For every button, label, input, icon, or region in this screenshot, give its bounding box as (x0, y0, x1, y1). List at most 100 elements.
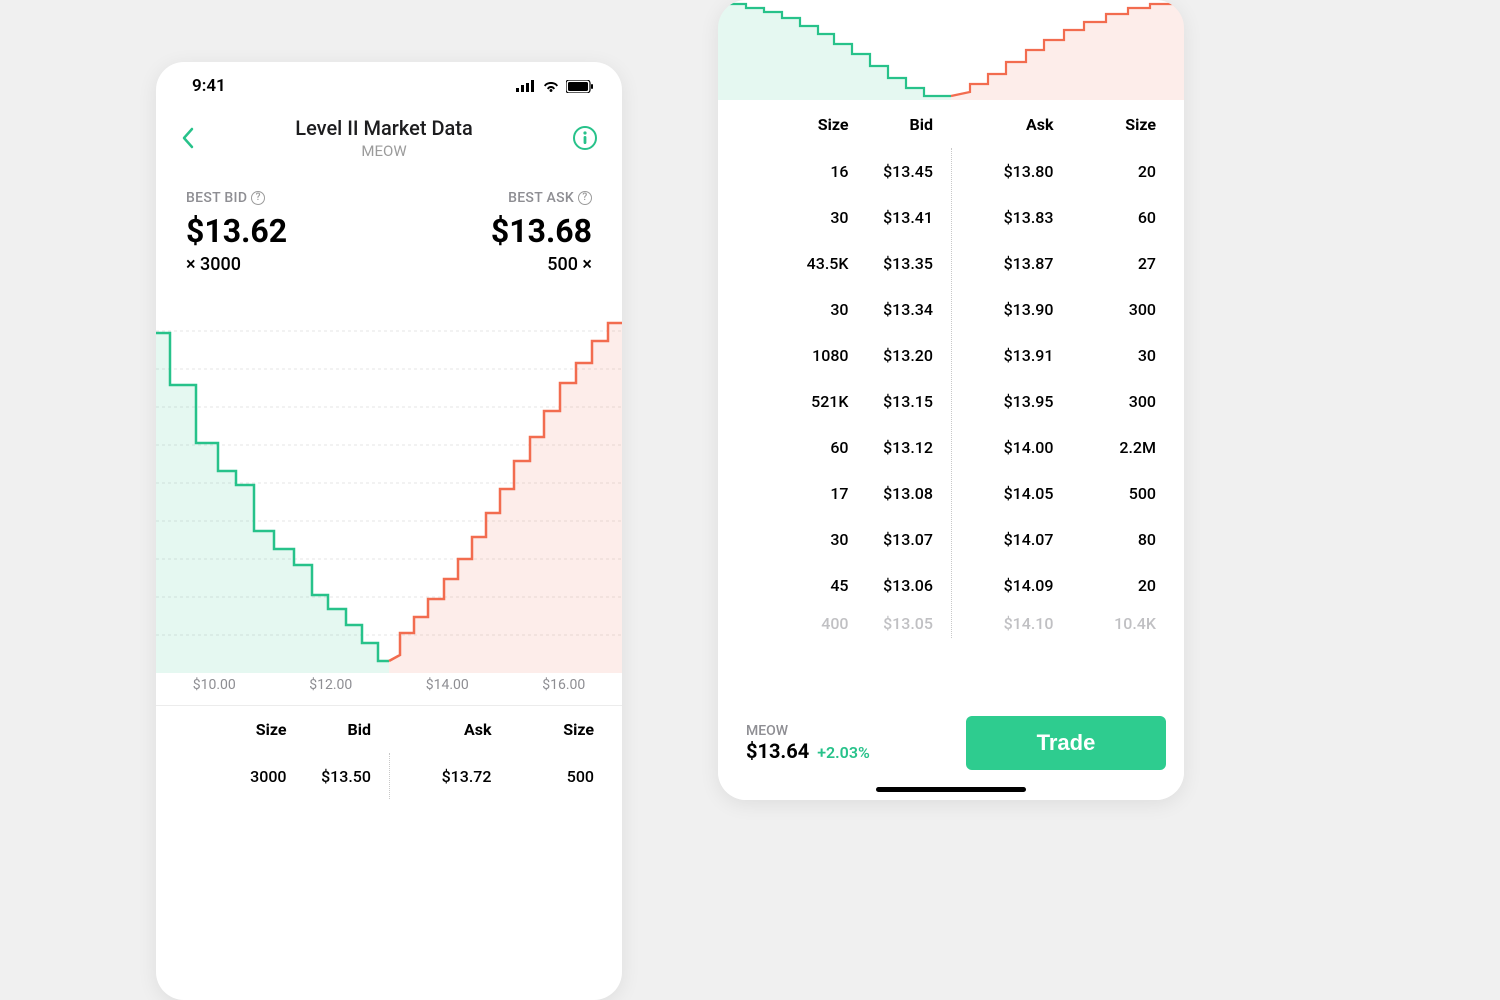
order-table-header: Size Bid Ask Size (718, 100, 1184, 148)
cell-ask-size: 10.4K (1054, 614, 1157, 633)
nav-bar: Level II Market Data MEOW (156, 102, 622, 178)
cell-bid-price: $13.34 (849, 300, 952, 319)
cell-bid-size: 45 (746, 576, 849, 595)
cell-ask-price: $13.80 (951, 162, 1054, 181)
cell-ask-size: 300 (1054, 392, 1157, 411)
battery-icon (566, 80, 594, 93)
page-title: Level II Market Data (295, 116, 472, 140)
cell-ask-price: $14.09 (951, 576, 1054, 595)
cell-ask-size: 500 (1054, 484, 1157, 503)
order-table-header: Size Bid Ask Size (156, 705, 622, 753)
chart-axis-ticks: $10.00 $12.00 $14.00 $16.00 (156, 673, 622, 701)
cell-ask-price: $13.87 (951, 254, 1054, 273)
order-book-table-full: Size Bid Ask Size 16$13.45$13.802030$13.… (718, 100, 1184, 638)
cell-bid-size: 30 (746, 300, 849, 319)
home-indicator (876, 787, 1026, 792)
help-icon[interactable]: ? (578, 191, 592, 205)
axis-tick: $10.00 (193, 677, 236, 693)
cell-ask-size: 20 (1054, 576, 1157, 595)
cell-ask-size: 27 (1054, 254, 1157, 273)
cell-ask-size: 500 (492, 767, 595, 786)
cell-bid-size: 16 (746, 162, 849, 181)
cell-ask-size: 30 (1054, 346, 1157, 365)
cell-bid-price: $13.06 (849, 576, 952, 595)
axis-tick: $14.00 (426, 677, 469, 693)
best-ask-label: BEST ASK (508, 190, 574, 206)
col-size-bid: Size (746, 115, 849, 134)
cell-ask-price: $13.83 (951, 208, 1054, 227)
best-ask-size: 500 × (491, 254, 592, 275)
cell-bid-size: 30 (746, 530, 849, 549)
col-size-bid: Size (184, 720, 287, 739)
cell-bid-size: 400 (746, 614, 849, 633)
cell-bid-price: $13.20 (849, 346, 952, 365)
best-bid-label: BEST BID (186, 190, 247, 206)
cell-bid-size: 60 (746, 438, 849, 457)
col-ask: Ask (389, 720, 492, 739)
cell-bid-size: 17 (746, 484, 849, 503)
back-icon[interactable] (180, 126, 196, 150)
depth-chart (156, 293, 622, 673)
col-size-ask: Size (1054, 115, 1157, 134)
cell-ask-size: 2.2M (1054, 438, 1157, 457)
table-divider (389, 753, 390, 799)
cell-ask-price: $14.10 (951, 614, 1054, 633)
help-icon[interactable]: ? (251, 191, 265, 205)
info-icon[interactable] (572, 125, 598, 151)
trade-button[interactable]: Trade (966, 716, 1166, 770)
axis-tick: $16.00 (542, 677, 585, 693)
cell-ask-price: $14.05 (951, 484, 1054, 503)
cell-ask-price: $13.90 (951, 300, 1054, 319)
cell-ask-price: $14.07 (951, 530, 1054, 549)
cell-bid-price: $13.41 (849, 208, 952, 227)
cell-bid-price: $13.12 (849, 438, 952, 457)
cell-ask-size: 300 (1054, 300, 1157, 319)
cell-ask-size: 80 (1054, 530, 1157, 549)
cell-ask-price: $13.72 (389, 767, 492, 786)
axis-tick: $12.00 (309, 677, 352, 693)
cell-bid-price: $13.35 (849, 254, 952, 273)
best-bid-size: × 3000 (186, 254, 287, 275)
cellular-icon (516, 80, 536, 92)
cell-bid-size: 30 (746, 208, 849, 227)
cell-bid-price: $13.07 (849, 530, 952, 549)
order-book-table: Size Bid Ask Size 3000$13.50$13.72500 (156, 705, 622, 799)
nav-title: Level II Market Data MEOW (295, 116, 472, 160)
trade-footer: MEOW $13.64 +2.03% Trade (718, 702, 1184, 800)
cell-bid-price: $13.08 (849, 484, 952, 503)
footer-price: $13.64 (746, 739, 809, 763)
cell-bid-price: $13.05 (849, 614, 952, 633)
col-ask: Ask (951, 115, 1054, 134)
col-bid: Bid (849, 115, 952, 134)
col-size-ask: Size (492, 720, 595, 739)
cell-ask-price: $13.95 (951, 392, 1054, 411)
best-bid-block: BEST BID ? $13.62 × 3000 (186, 190, 287, 275)
cell-ask-size: 60 (1054, 208, 1157, 227)
cell-bid-size: 3000 (184, 767, 287, 786)
status-icons (516, 80, 594, 93)
status-time: 9:41 (192, 76, 226, 96)
status-bar: 9:41 (156, 62, 622, 102)
page-subtitle: MEOW (295, 142, 472, 160)
phone-screen-list: Size Bid Ask Size 16$13.45$13.802030$13.… (718, 0, 1184, 800)
cell-ask-size: 20 (1054, 162, 1157, 181)
best-ask-price: $13.68 (491, 212, 592, 250)
cell-bid-size: 521K (746, 392, 849, 411)
cell-ask-price: $14.00 (951, 438, 1054, 457)
phone-screen-detail: 9:41 Level II Market Data MEOW BEST BID … (156, 62, 622, 1000)
cell-bid-size: 43.5K (746, 254, 849, 273)
footer-symbol: MEOW (746, 723, 870, 739)
bidask-summary: BEST BID ? $13.62 × 3000 BEST ASK ? $13.… (156, 178, 622, 293)
footer-change: +2.03% (817, 743, 870, 762)
cell-bid-price: $13.45 (849, 162, 952, 181)
table-divider (951, 148, 952, 638)
cell-bid-price: $13.15 (849, 392, 952, 411)
cell-bid-price: $13.50 (287, 767, 390, 786)
table-row-partial: 400$13.05$14.1010.4K (718, 608, 1184, 638)
best-ask-block: BEST ASK ? $13.68 500 × (491, 190, 592, 275)
cell-bid-size: 1080 (746, 346, 849, 365)
col-bid: Bid (287, 720, 390, 739)
depth-chart-small (718, 0, 1184, 100)
best-bid-price: $13.62 (186, 212, 287, 250)
cell-ask-price: $13.91 (951, 346, 1054, 365)
